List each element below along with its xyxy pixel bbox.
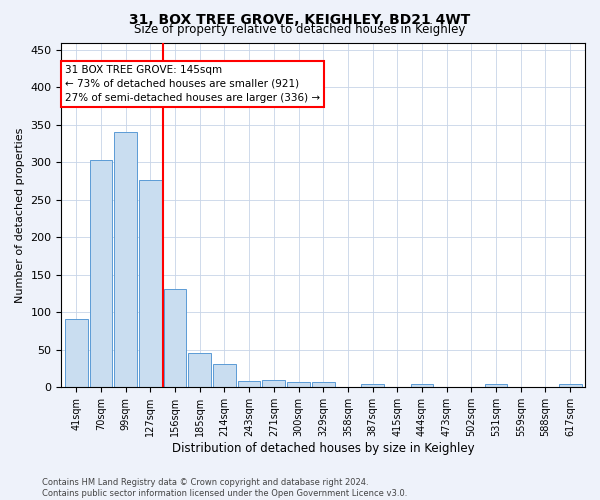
Bar bbox=[139, 180, 161, 388]
Text: Size of property relative to detached houses in Keighley: Size of property relative to detached ho… bbox=[134, 22, 466, 36]
Bar bbox=[287, 382, 310, 388]
Bar bbox=[164, 289, 187, 388]
Y-axis label: Number of detached properties: Number of detached properties bbox=[15, 127, 25, 302]
Bar bbox=[485, 384, 508, 388]
Text: 31, BOX TREE GROVE, KEIGHLEY, BD21 4WT: 31, BOX TREE GROVE, KEIGHLEY, BD21 4WT bbox=[130, 12, 470, 26]
Text: 31 BOX TREE GROVE: 145sqm
← 73% of detached houses are smaller (921)
27% of semi: 31 BOX TREE GROVE: 145sqm ← 73% of detac… bbox=[65, 65, 320, 103]
Bar bbox=[89, 160, 112, 388]
Bar bbox=[361, 384, 384, 388]
Bar bbox=[262, 380, 285, 388]
X-axis label: Distribution of detached houses by size in Keighley: Distribution of detached houses by size … bbox=[172, 442, 475, 455]
Bar bbox=[410, 384, 433, 388]
Bar bbox=[559, 384, 581, 388]
Bar bbox=[213, 364, 236, 388]
Bar bbox=[238, 380, 260, 388]
Bar bbox=[312, 382, 335, 388]
Bar bbox=[188, 353, 211, 388]
Bar bbox=[114, 132, 137, 388]
Text: Contains HM Land Registry data © Crown copyright and database right 2024.
Contai: Contains HM Land Registry data © Crown c… bbox=[42, 478, 407, 498]
Bar bbox=[65, 319, 88, 388]
